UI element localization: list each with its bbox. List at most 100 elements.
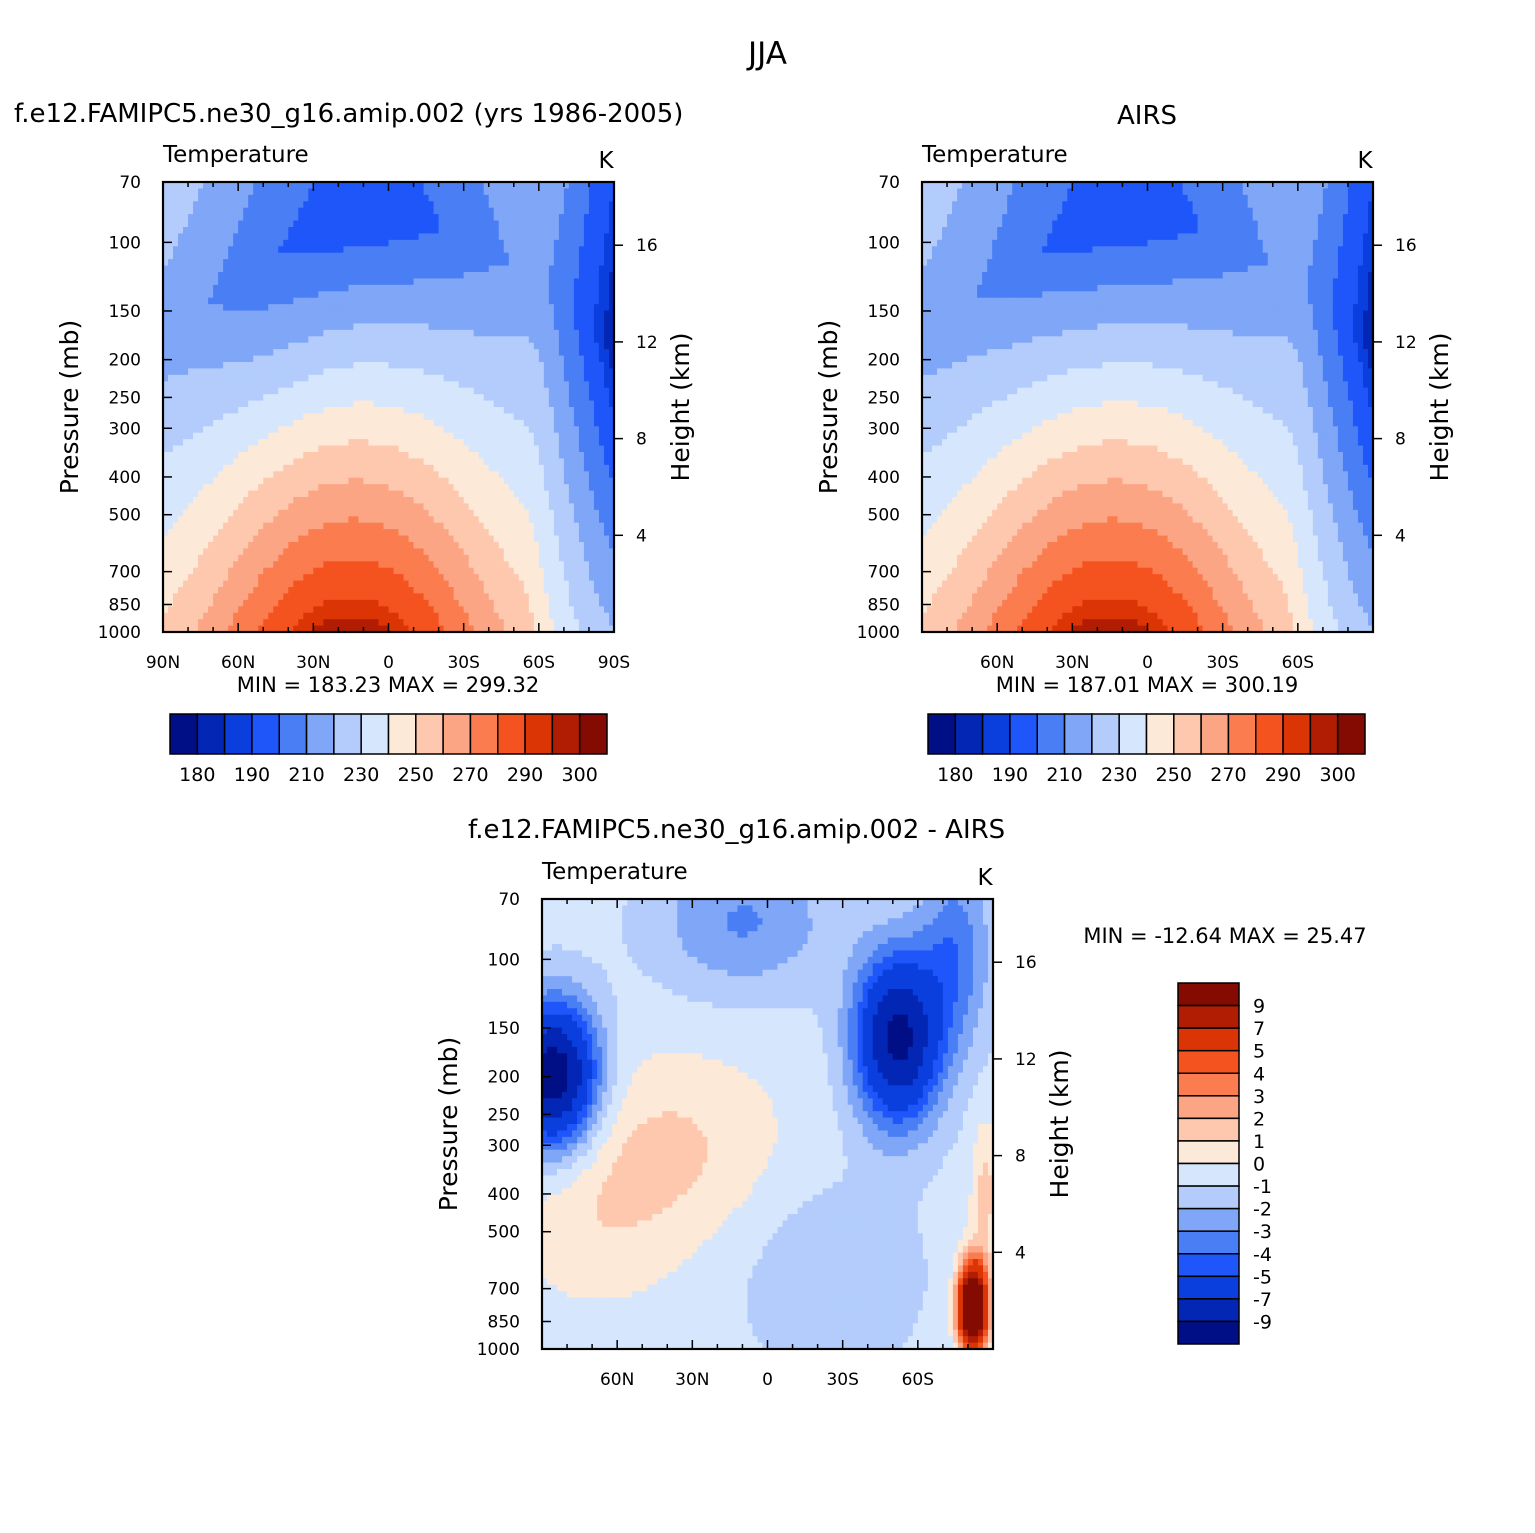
- field-cell: [193, 304, 199, 311]
- field-cell: [288, 536, 294, 543]
- field-cell: [293, 246, 299, 253]
- field-cell: [389, 452, 395, 459]
- field-cell: [469, 600, 475, 607]
- field-cell: [509, 381, 515, 388]
- field-cell: [178, 439, 184, 446]
- field-cell: [273, 336, 279, 343]
- field-cell: [288, 266, 294, 273]
- field-cell: [444, 497, 450, 504]
- field-cell: [293, 581, 299, 588]
- field-cell: [288, 291, 294, 298]
- field-cell: [514, 478, 520, 485]
- field-cell: [268, 195, 274, 202]
- field-cell: [368, 362, 374, 369]
- field-cell: [449, 606, 455, 613]
- field-cell: [378, 317, 384, 324]
- field-cell: [444, 458, 450, 465]
- field-cell: [499, 401, 505, 408]
- field-cell: [419, 233, 425, 240]
- field-cell: [444, 523, 450, 530]
- field-cell: [218, 221, 224, 228]
- field-cell: [404, 619, 410, 626]
- field-cell: [389, 330, 395, 337]
- field-cell: [389, 465, 395, 472]
- field-cell: [278, 381, 284, 388]
- field-cell: [288, 510, 294, 517]
- field-cell: [479, 542, 485, 549]
- field-cell: [253, 581, 259, 588]
- field-cell: [509, 413, 515, 420]
- field-cell: [243, 272, 249, 279]
- field-cell: [223, 458, 229, 465]
- field-cell: [178, 510, 184, 517]
- field-cell: [293, 253, 299, 260]
- field-cell: [469, 555, 475, 562]
- field-cell: [469, 388, 475, 395]
- field-cell: [223, 221, 229, 228]
- field-cell: [218, 471, 224, 478]
- field-cell: [258, 246, 264, 253]
- field-cell: [394, 497, 400, 504]
- field-cell: [424, 478, 430, 485]
- field-cell: [268, 356, 274, 363]
- field-cell: [439, 478, 445, 485]
- field-cell: [273, 491, 279, 498]
- field-cell: [464, 221, 470, 228]
- field-cell: [318, 246, 324, 253]
- field-cell: [193, 336, 199, 343]
- field-cell: [459, 401, 465, 408]
- field-cell: [439, 349, 445, 356]
- field-cell: [474, 458, 480, 465]
- field-cell: [444, 291, 450, 298]
- field-cell: [248, 465, 254, 472]
- field-cell: [288, 311, 294, 318]
- field-cell: [434, 330, 440, 337]
- field-cell: [248, 478, 254, 485]
- field-cell: [288, 471, 294, 478]
- field-cell: [213, 304, 219, 311]
- field-cell: [399, 471, 405, 478]
- field-cell: [409, 214, 415, 221]
- field-cell: [444, 439, 450, 446]
- field-cell: [288, 401, 294, 408]
- field-cell: [504, 336, 510, 343]
- field-cell: [258, 484, 264, 491]
- field-cell: [173, 240, 179, 247]
- field-cell: [449, 201, 455, 208]
- field-cell: [248, 356, 254, 363]
- field-cell: [228, 529, 234, 536]
- field-cell: [399, 516, 405, 523]
- field-cell: [474, 272, 480, 279]
- field-cell: [198, 233, 204, 240]
- field-cell: [353, 497, 359, 504]
- field-cell: [168, 188, 174, 195]
- field-cell: [188, 246, 194, 253]
- field-cell: [378, 343, 384, 350]
- field-cell: [469, 233, 475, 240]
- field-cell: [373, 471, 379, 478]
- field-cell: [323, 439, 329, 446]
- field-cell: [238, 439, 244, 446]
- field-cell: [358, 227, 364, 234]
- field-cell: [399, 478, 405, 485]
- field-cell: [228, 458, 234, 465]
- field-cell: [373, 278, 379, 285]
- field-cell: [228, 587, 234, 594]
- field-cell: [389, 233, 395, 240]
- field-cell: [173, 227, 179, 234]
- field-cell: [444, 420, 450, 427]
- field-cell: [474, 433, 480, 440]
- field-cell: [203, 201, 209, 208]
- field-cell: [313, 221, 319, 228]
- field-cell: [273, 285, 279, 292]
- field-cell: [198, 394, 204, 401]
- field-cell: [323, 195, 329, 202]
- field-cell: [444, 542, 450, 549]
- field-cell: [273, 356, 279, 363]
- field-cell: [188, 452, 194, 459]
- field-cell: [308, 266, 314, 273]
- field-cell: [203, 208, 209, 215]
- field-cell: [454, 343, 460, 350]
- field-cell: [439, 362, 445, 369]
- field-cell: [484, 381, 490, 388]
